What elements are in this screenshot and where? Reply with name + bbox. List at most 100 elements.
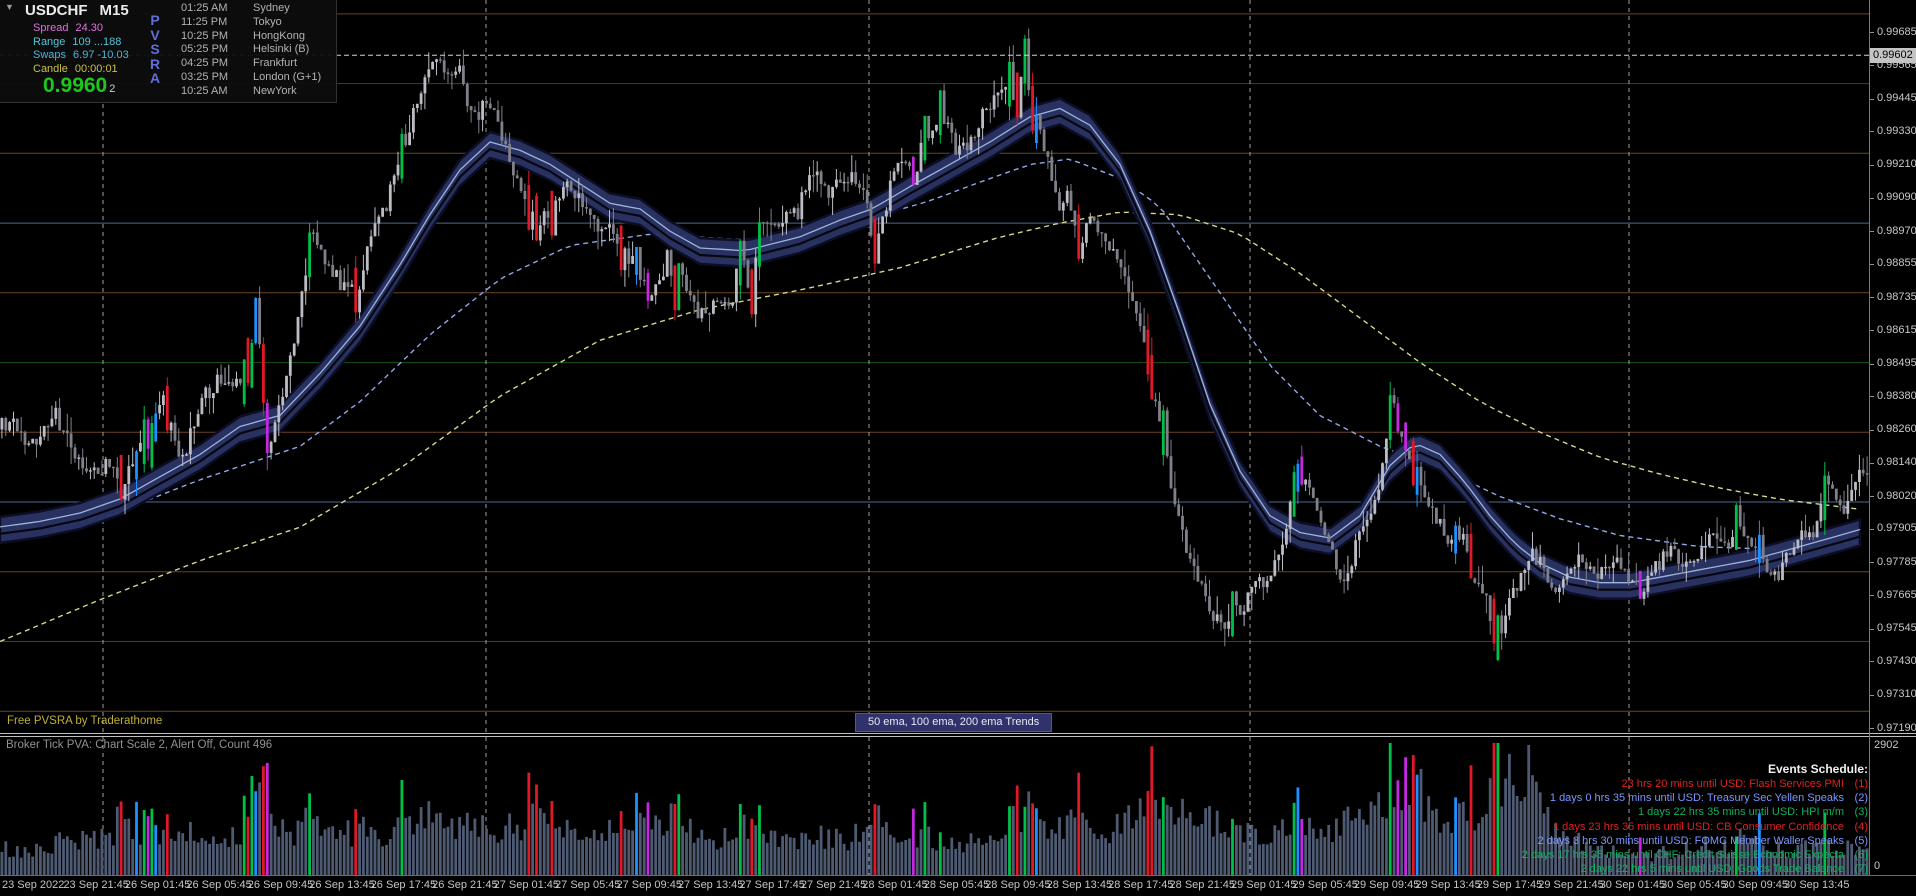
candle	[165, 377, 169, 434]
candle	[508, 132, 511, 163]
volume-bar	[23, 847, 27, 875]
volume-bar	[1169, 806, 1173, 875]
session-time: 01:25 AM	[181, 2, 228, 14]
candle	[1511, 578, 1515, 599]
volume-bar	[223, 838, 227, 875]
volume-bar	[412, 834, 415, 875]
time-axis[interactable]: 23 Sep 2022 23 Sep 21:45 26 Sep 01:45 26 Se…	[0, 876, 1916, 896]
session-time: 04:25 PM	[181, 57, 229, 70]
candle	[173, 415, 177, 446]
volume-bar	[404, 818, 408, 875]
panel-separator-line[interactable]	[0, 733, 1916, 734]
price-tick	[1870, 728, 1874, 729]
candle	[239, 378, 242, 386]
volume-bar	[400, 780, 404, 875]
volume-bar	[1761, 845, 1765, 875]
candle	[177, 428, 181, 458]
price-chart-area[interactable]	[0, 0, 1869, 733]
price-axis-label: 0.98140	[1877, 456, 1916, 469]
volume-bar	[415, 823, 419, 875]
volume-bar	[1815, 843, 1819, 875]
candle	[681, 262, 684, 288]
candle	[1569, 567, 1573, 575]
candle	[185, 452, 188, 456]
candle	[1727, 539, 1730, 553]
candle	[1254, 581, 1257, 594]
candle	[492, 107, 496, 111]
candle	[900, 147, 904, 178]
volume-bar	[542, 813, 546, 875]
volume-bar	[896, 842, 900, 875]
volume-bar	[1346, 806, 1350, 875]
candle	[1335, 549, 1338, 575]
volume-bar	[1765, 850, 1769, 875]
volume-bar	[1784, 856, 1788, 875]
volume-bar	[1608, 857, 1611, 875]
candle	[1684, 552, 1688, 582]
candle	[1431, 498, 1434, 524]
candle	[577, 178, 581, 213]
volume-bar	[1342, 810, 1346, 875]
candle	[654, 284, 658, 305]
candle	[223, 367, 227, 385]
volume-bar	[342, 834, 346, 875]
volume-bar	[346, 820, 350, 875]
candle	[77, 454, 81, 470]
volume-bar	[1777, 842, 1780, 875]
volume-bar	[1154, 799, 1157, 875]
volume-bar	[788, 837, 792, 875]
volume-bar	[846, 850, 850, 875]
volume-bar	[942, 846, 946, 875]
price-axis-label: 0.98260	[1877, 423, 1916, 436]
price-axis[interactable]: 0.99685 0.99565 0.99445 0.99330 0.99210 0.990…	[1870, 0, 1916, 734]
candle	[542, 208, 546, 234]
candle	[1508, 589, 1511, 621]
candle	[1250, 586, 1254, 611]
volume-bar	[685, 832, 688, 875]
candle	[631, 241, 634, 264]
candle	[1704, 531, 1707, 562]
volume-bar	[119, 801, 123, 875]
volume-bar	[935, 850, 938, 875]
event-row: 23 hrs 20 mins until USD: Flash Services…	[1621, 778, 1868, 790]
candle	[1534, 546, 1538, 565]
candle	[1834, 488, 1838, 503]
tick-volume-panel[interactable]	[0, 737, 1869, 875]
candle	[1550, 578, 1554, 591]
volume-bar	[738, 804, 742, 875]
candle	[1204, 575, 1207, 602]
current-bid-price-box: 0.99602	[1870, 47, 1916, 63]
candle	[1661, 548, 1665, 572]
volume-bar	[1711, 855, 1715, 875]
volume-bar	[1823, 812, 1827, 875]
volume-bar	[1600, 845, 1604, 875]
volume-bar	[638, 812, 642, 875]
volume-bar	[1327, 825, 1331, 875]
panel-separator-line[interactable]	[0, 736, 1916, 737]
candle	[642, 267, 646, 286]
candle	[1804, 514, 1807, 539]
volume-axis: 2902 0	[1874, 737, 1916, 875]
volume-bar	[323, 829, 327, 875]
candle	[719, 300, 723, 304]
candle	[1023, 34, 1027, 96]
volume-bar	[900, 841, 904, 875]
candle	[1065, 185, 1069, 207]
volume-bar	[485, 828, 488, 875]
candle	[4, 416, 8, 437]
volume-bar	[1588, 845, 1592, 875]
candle	[242, 359, 246, 407]
candle	[1677, 548, 1680, 571]
candle	[1838, 495, 1842, 512]
candle	[1165, 407, 1169, 459]
candle	[800, 186, 804, 229]
candle	[1350, 564, 1354, 579]
time-axis-label: 27 Sep 17:45	[739, 879, 805, 891]
volume-bar	[635, 792, 638, 875]
volume-bar	[1450, 832, 1454, 875]
candle	[8, 420, 11, 432]
candle	[931, 130, 934, 145]
chevron-down-icon[interactable]: ▼	[5, 2, 14, 12]
volume-bar	[1854, 855, 1857, 875]
candle	[788, 208, 792, 214]
